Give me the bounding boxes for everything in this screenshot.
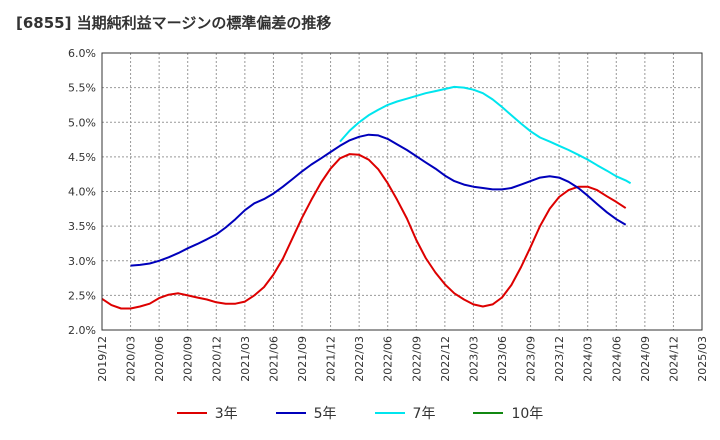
legend-swatch-7y (374, 412, 405, 414)
x-tick-label: 2024/09 (639, 336, 652, 382)
x-tick-label: 2025/03 (696, 336, 709, 382)
x-tick-label: 2023/06 (496, 336, 509, 382)
y-tick-label: 3.0% (68, 255, 96, 268)
y-tick-label: 5.5% (68, 82, 96, 95)
legend-swatch-5y (275, 412, 306, 414)
series-line-3y (101, 153, 627, 310)
series-line-7y (339, 85, 632, 185)
legend-item-3y: 3年 (176, 403, 238, 423)
legend-label-3y: 3年 (214, 406, 238, 422)
x-tick-label: 2022/06 (382, 336, 395, 382)
x-tick-label: 2021/06 (267, 336, 280, 382)
legend-swatch-3y (176, 412, 207, 414)
x-axis-ticks: 2019/12 2020/03 2020/06 2020/09 2020/12 2021/… (96, 336, 709, 382)
x-tick-label: 2021/03 (239, 336, 252, 382)
x-tick-label: 2021/12 (325, 336, 338, 382)
series-line-5y (130, 133, 627, 267)
x-tick-label: 2021/09 (296, 336, 309, 382)
x-tick-label: 2020/06 (153, 336, 166, 382)
y-tick-label: 3.5% (68, 220, 96, 233)
legend: 3年 5年 7年 10年 (0, 403, 720, 423)
x-tick-label: 2024/12 (667, 336, 680, 382)
grid (101, 52, 703, 331)
y-tick-label: 4.0% (68, 186, 96, 199)
y-tick-label: 2.5% (68, 289, 96, 302)
legend-item-10y: 10年 (473, 403, 543, 423)
x-tick-label: 2020/12 (210, 336, 223, 382)
legend-label-7y: 7年 (412, 406, 436, 422)
x-tick-label: 2022/03 (353, 336, 366, 382)
x-tick-label: 2023/09 (525, 336, 538, 382)
y-tick-label: 5.0% (68, 116, 96, 129)
x-tick-label: 2022/09 (410, 336, 423, 382)
chart-title: [6855] 当期純利益マージンの標準偏差の推移 (16, 14, 332, 32)
series-lines (101, 85, 632, 310)
x-tick-label: 2019/12 (96, 336, 109, 382)
x-tick-label: 2022/12 (439, 336, 452, 382)
plot-frame (101, 52, 703, 331)
x-tick-label: 2023/12 (553, 336, 566, 382)
y-tick-label: 4.5% (68, 151, 96, 164)
x-tick-label: 2024/06 (610, 336, 623, 382)
x-tick-label: 2020/09 (182, 336, 195, 382)
x-tick-label: 2024/03 (582, 336, 595, 382)
x-tick-label: 2023/03 (467, 336, 480, 382)
y-tick-label: 6.0% (68, 47, 96, 60)
legend-swatch-10y (473, 412, 504, 414)
legend-item-7y: 7年 (374, 403, 436, 423)
legend-label-10y: 10年 (511, 406, 544, 422)
x-tick-label: 2020/03 (125, 336, 138, 382)
legend-label-5y: 5年 (313, 406, 337, 422)
y-tick-label: 2.0% (68, 324, 96, 337)
legend-item-5y: 5年 (275, 403, 337, 423)
y-axis-ticks: 2.0% 2.5% 3.0% 3.5% 4.0% 4.5% 5.0% 5.5% 6.0% (68, 47, 96, 337)
